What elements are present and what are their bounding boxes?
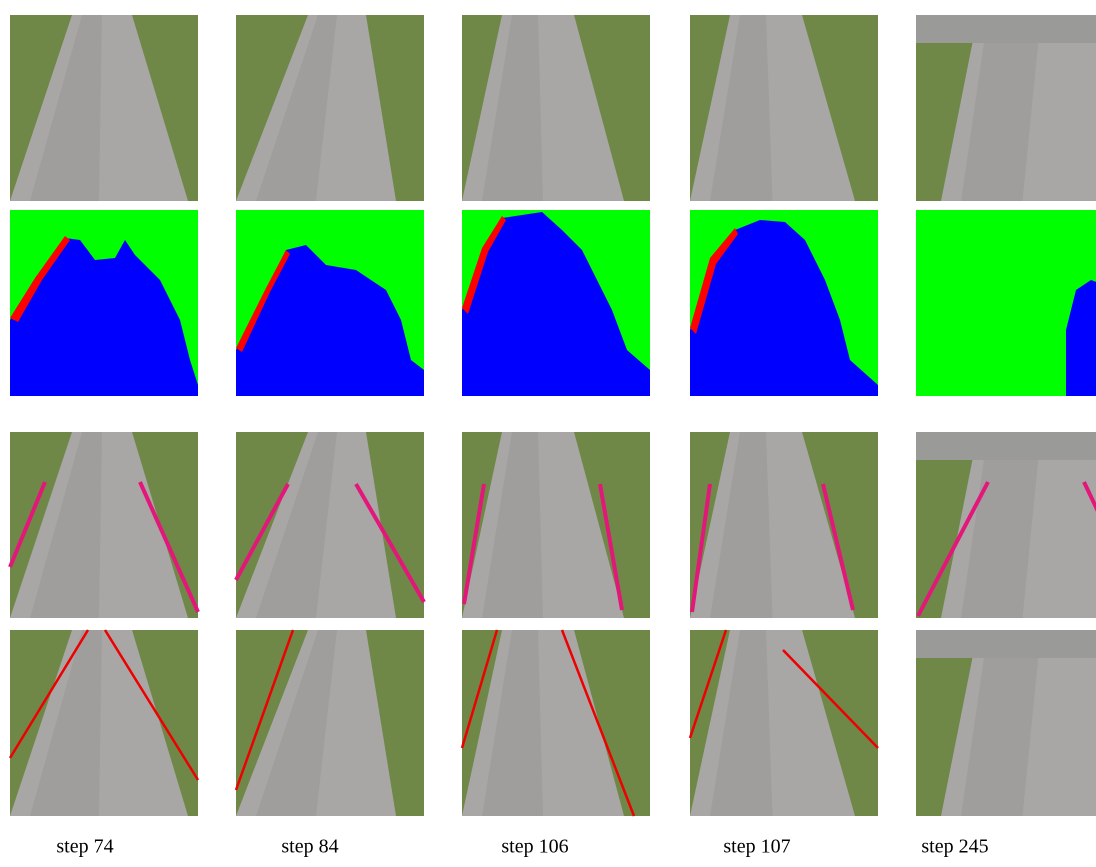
photo (236, 15, 424, 201)
mask (690, 210, 878, 396)
photo (916, 432, 1096, 618)
photo (462, 15, 650, 201)
photo (690, 630, 878, 816)
photo (916, 630, 1096, 816)
photo (462, 432, 650, 618)
photo (10, 15, 198, 201)
sidewalk (916, 630, 1096, 658)
mask (10, 210, 198, 396)
photo (10, 432, 198, 618)
photo (10, 630, 198, 816)
caption: step 74 (56, 836, 113, 858)
mask (462, 210, 650, 396)
caption: step 106 (501, 836, 568, 858)
photo (236, 432, 424, 618)
caption: step 107 (723, 836, 790, 858)
mask (916, 210, 1096, 396)
sidewalk (916, 15, 1096, 43)
figure: step 74 step 84 step 106 step 107 step 245 (0, 0, 1096, 867)
caption: step 245 (921, 836, 988, 858)
photo (690, 432, 878, 618)
photo (236, 630, 424, 816)
photo (462, 630, 650, 816)
mask (236, 210, 424, 396)
sidewalk (916, 432, 1096, 460)
caption: step 84 (281, 836, 338, 858)
photo (916, 15, 1096, 201)
photo (690, 15, 878, 201)
